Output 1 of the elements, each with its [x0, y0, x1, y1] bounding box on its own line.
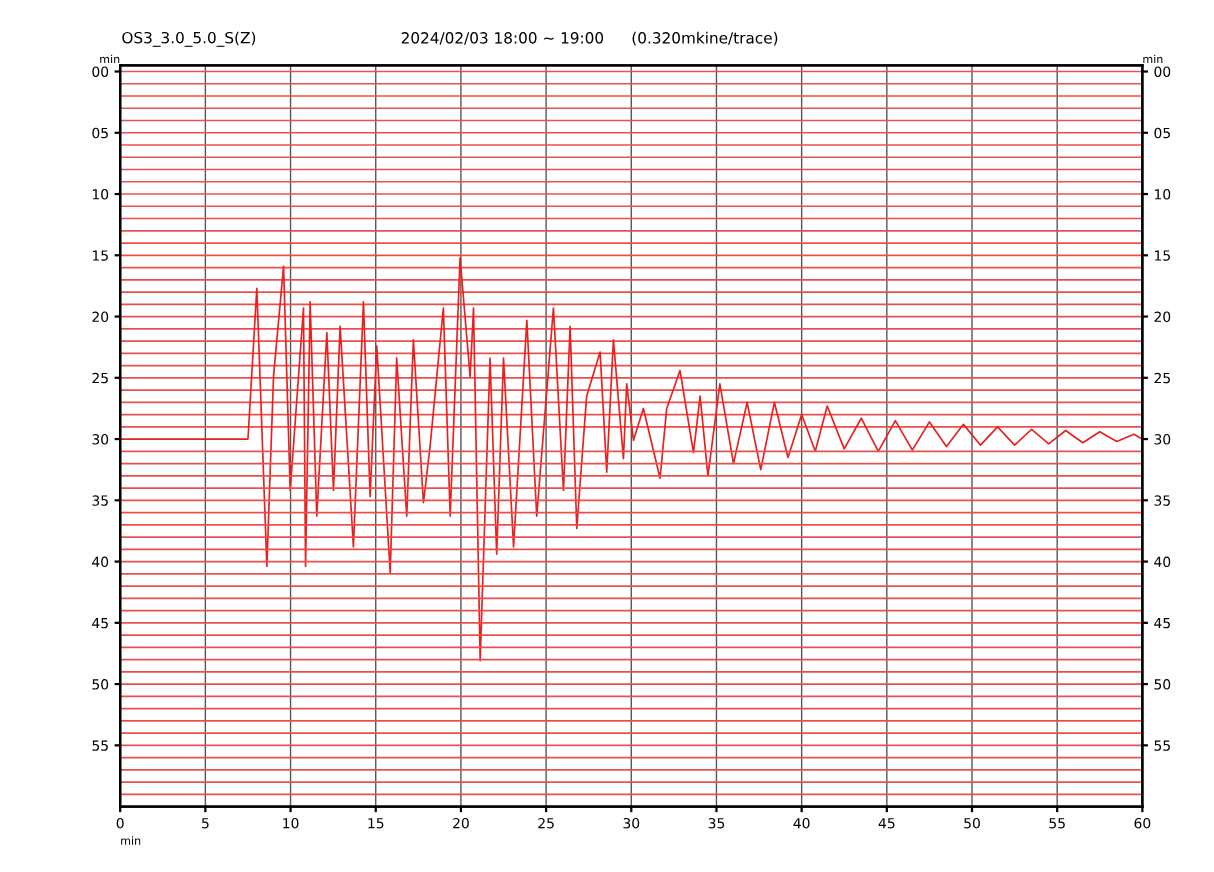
line-series [120, 256, 1143, 662]
